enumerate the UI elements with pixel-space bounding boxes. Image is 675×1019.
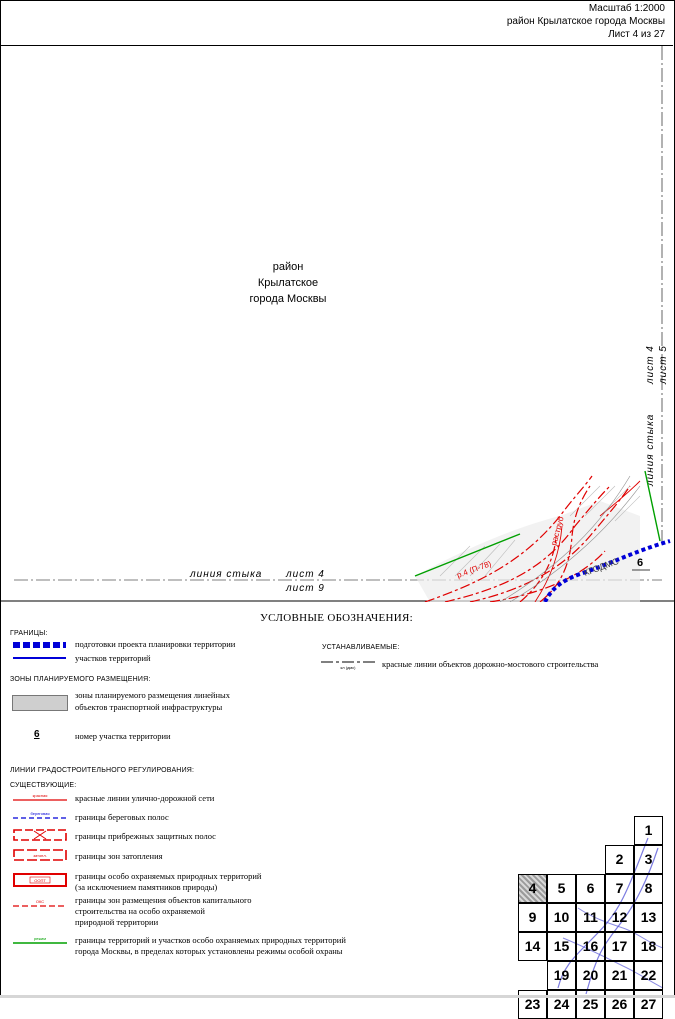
protective-strips-symbol <box>13 829 67 841</box>
sheet-index-cell-19[interactable]: 19 <box>547 961 576 990</box>
sheet-index-cell-20[interactable]: 20 <box>576 961 605 990</box>
flood-tag: затопл. <box>33 853 47 858</box>
legend-section-borders: ГРАНИЦЫ: <box>10 630 48 637</box>
legend-protective-strips: границы прибрежных защитных полос <box>75 831 216 841</box>
planning-project-symbol <box>13 642 66 648</box>
sheet-index-cell-2[interactable]: 2 <box>605 845 634 874</box>
red-lines-symbol: красная <box>13 793 67 801</box>
special-tag: режим <box>34 936 46 941</box>
sheet-index-cell-15[interactable]: 15 <box>547 932 576 961</box>
district-label-line-3: города Москвы <box>250 293 327 305</box>
planned-zone-area <box>415 501 640 602</box>
join-label-right: линия стыка <box>645 414 656 487</box>
legend-planned-linear-1: зоны планируемого размещения линейных <box>75 690 230 700</box>
scale-label: Масштаб 1:2000 <box>588 3 665 14</box>
shore-strips-symbol: береговая <box>13 811 67 819</box>
district-label-line-1: район <box>273 261 304 273</box>
sheet-index-cell-21[interactable]: 21 <box>605 961 634 990</box>
legend-capital-construction-1: границы зон размещения объектов капиталь… <box>75 895 252 905</box>
district-title: район Крылатское города Москвы <box>506 16 665 27</box>
sheet-index-cell-1[interactable]: 1 <box>634 816 663 845</box>
legend-protected-areas-1: границы особо охраняемых природных терри… <box>75 871 262 881</box>
legend-section-planned: ЗОНЫ ПЛАНИРУЕМОГО РАЗМЕЩЕНИЯ: <box>10 676 151 683</box>
red-solid-group <box>534 480 641 602</box>
green-boundary-2 <box>644 470 661 542</box>
sheet-index-grid: 1 2 3 4 5 6 7 8 9 10 11 12 13 14 15 16 17 18 19 20 21 22 23 24 2… <box>518 816 668 1019</box>
district-label-line-2: Крылатское <box>258 277 318 289</box>
sheet-index-cell-5[interactable]: 5 <box>547 874 576 903</box>
green-boundary-1 <box>414 533 521 577</box>
territory-parcels-symbol <box>13 657 66 659</box>
legend-red-lines: красные линии улично-дорожной сети <box>75 793 215 803</box>
legend-road-bridge-red-lines: красные линии объектов дорожно-мостового… <box>382 659 599 669</box>
established-tag: кл (дмс) <box>341 665 357 670</box>
sheet-index-cell-12[interactable]: 12 <box>605 903 634 932</box>
blue-parcel-boundary <box>543 539 671 602</box>
planned-linear-symbol <box>12 695 68 711</box>
parcel-number-sample: 6 <box>34 729 40 740</box>
capital-construction-symbol: ОКС <box>13 899 67 907</box>
red-lines-tag: красная <box>33 793 48 798</box>
join-sheet-a-right: лист 4 <box>645 345 656 385</box>
join-sheet-b-bottom: лист 9 <box>285 583 325 594</box>
legend-special-protection-1: границы территорий и участков особо охра… <box>75 935 346 945</box>
sheet-index-cell-13[interactable]: 13 <box>634 903 663 932</box>
sheet-index-cell-18[interactable]: 18 <box>634 932 663 961</box>
protected-areas-symbol: ООПТ <box>13 873 67 887</box>
legend-planned-linear-2: объектов транспортной инфраструктуры <box>75 702 223 712</box>
legend-section-existing: СУЩЕСТВУЮЩИЕ: <box>10 782 77 789</box>
legend-territory-parcels: участков территорий <box>75 653 151 663</box>
join-sheet-b-right: лист 5 <box>658 345 669 385</box>
legend-parcel-number: номер участка территории <box>75 731 171 741</box>
legend-section-regulation: ЛИНИИ ГРАДОСТРОИТЕЛЬНОГО РЕГУЛИРОВАНИЯ: <box>10 767 195 774</box>
sheet-index-cell-9[interactable]: 9 <box>518 903 547 932</box>
gray-route-lines <box>499 475 641 602</box>
legend-planning-project: подготовки проекта планировки территории <box>75 639 236 649</box>
sheet-index-route-overlay <box>557 837 664 994</box>
legend-special-protection-2: города Москвы, в пределах которых устано… <box>75 946 343 956</box>
legend-capital-construction-3: природной территории <box>75 917 159 927</box>
special-protection-symbol: режим <box>13 936 67 944</box>
sheet-index-cell-17[interactable]: 17 <box>605 932 634 961</box>
road-bridge-red-lines-symbol: кл (дмс) <box>321 661 375 670</box>
sheet-index-cell-11[interactable]: 11 <box>576 903 605 932</box>
sheet-header: Масштаб 1:2000 район Крылатское города М… <box>0 0 673 46</box>
legend: УСЛОВНЫЕ ОБОЗНАЧЕНИЯ: ГРАНИЦЫ: подготовк… <box>0 602 673 1019</box>
legend-capital-construction-2: строительства на особо охраняемой <box>75 906 205 916</box>
capital-tag: ОКС <box>36 899 44 904</box>
sheet-index-cell-8[interactable]: 8 <box>634 874 663 903</box>
sheet-index-cell-3[interactable]: 3 <box>634 845 663 874</box>
planned-zone-hatch <box>439 485 641 577</box>
shore-strips-tag: береговая <box>31 811 50 816</box>
parcel-number-label: 6 <box>637 557 643 569</box>
legend-protected-areas-2: (за исключением памятников природы) <box>75 882 218 892</box>
legend-shore-strips: границы береговых полос <box>75 812 169 822</box>
sheet-number: Лист 4 из 27 <box>608 29 665 40</box>
legend-section-established: УСТАНАВЛИВАЕМЫЕ: <box>322 644 400 651</box>
flood-zones-symbol: затопл. <box>13 849 67 861</box>
join-sheet-a-bottom: лист 4 <box>285 569 325 580</box>
sheet-index-cell-4[interactable]: 4 <box>518 874 547 903</box>
join-label-bottom: линия стыка <box>189 569 262 580</box>
sheet-index-cell-7[interactable]: 7 <box>605 874 634 903</box>
map-area: район Крылатское города Москвы линия сты… <box>0 46 675 602</box>
sheet-index-cell-22[interactable]: 22 <box>634 961 663 990</box>
legend-flood-zones: границы зон затопления <box>75 851 163 861</box>
bottom-strip <box>0 995 675 998</box>
sheet-index-cell-10[interactable]: 10 <box>547 903 576 932</box>
sheet-index-cell-16[interactable]: 16 <box>576 932 605 961</box>
sheet-index-cell-6[interactable]: 6 <box>576 874 605 903</box>
sheet-index-cell-14[interactable]: 14 <box>518 932 547 961</box>
legend-title: УСЛОВНЫЕ ОБОЗНАЧЕНИЯ: <box>260 612 413 624</box>
protected-tag: ООПТ <box>34 878 46 883</box>
